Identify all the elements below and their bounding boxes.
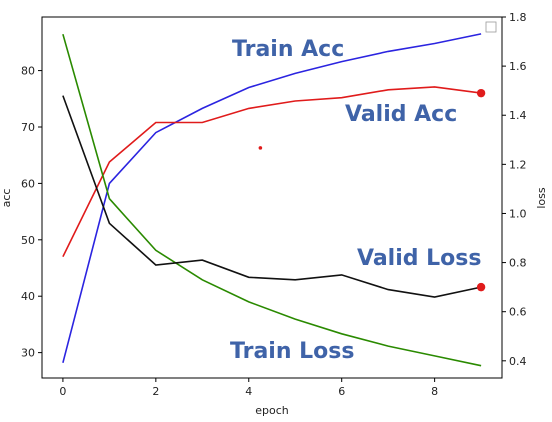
series-line-train-loss — [62, 33, 482, 367]
end-marker-valid-loss — [476, 282, 486, 292]
y-right-tick-label: 1.0 — [509, 207, 527, 220]
series-line-train-acc — [62, 33, 482, 364]
x-tick-label: 6 — [338, 385, 345, 398]
plot-frame — [41, 16, 503, 379]
annotation-train-acc: Train Acc — [232, 37, 344, 62]
y-right-tick-label: 1.6 — [509, 60, 527, 73]
series-line-valid-loss — [62, 95, 482, 298]
x-tick-label: 0 — [59, 385, 66, 398]
y-left-tick-label: 30 — [21, 347, 35, 360]
series-markers — [258, 88, 486, 292]
y-left-tick-label: 70 — [21, 121, 35, 134]
y-axis-right-label: loss — [535, 187, 548, 209]
annotation-valid-loss: Valid Loss — [357, 246, 481, 271]
y-axis-left-label: acc — [0, 189, 13, 208]
y-right-tick-label: 1.4 — [509, 109, 527, 122]
y-right-tick-label: 1.8 — [509, 11, 527, 24]
series-lines — [62, 33, 482, 367]
x-axis: 0 2 4 6 8 — [59, 378, 438, 398]
x-axis-label: epoch — [255, 404, 289, 417]
end-marker-valid-acc — [476, 88, 486, 98]
y-axis-right: 0.4 0.6 0.8 1.0 1.2 1.4 1.6 1.8 — [502, 11, 527, 368]
y-axis-left: 30 40 50 60 70 80 — [21, 65, 42, 360]
stray-point — [258, 146, 263, 150]
y-right-tick-label: 0.8 — [509, 257, 527, 270]
x-tick-label: 2 — [152, 385, 159, 398]
x-tick-label: 4 — [245, 385, 252, 398]
x-tick-label: 8 — [431, 385, 438, 398]
y-left-tick-label: 40 — [21, 290, 35, 303]
series-line-valid-acc — [62, 86, 482, 258]
y-left-tick-label: 80 — [21, 65, 35, 78]
y-right-tick-label: 0.6 — [509, 306, 527, 319]
y-left-tick-label: 50 — [21, 234, 35, 247]
annotation-train-loss: Train Loss — [230, 339, 354, 364]
y-right-tick-label: 1.2 — [509, 158, 527, 171]
legend-box — [485, 21, 497, 33]
y-left-tick-label: 60 — [21, 177, 35, 190]
annotation-valid-acc: Valid Acc — [345, 102, 457, 127]
y-right-tick-label: 0.4 — [509, 355, 527, 368]
